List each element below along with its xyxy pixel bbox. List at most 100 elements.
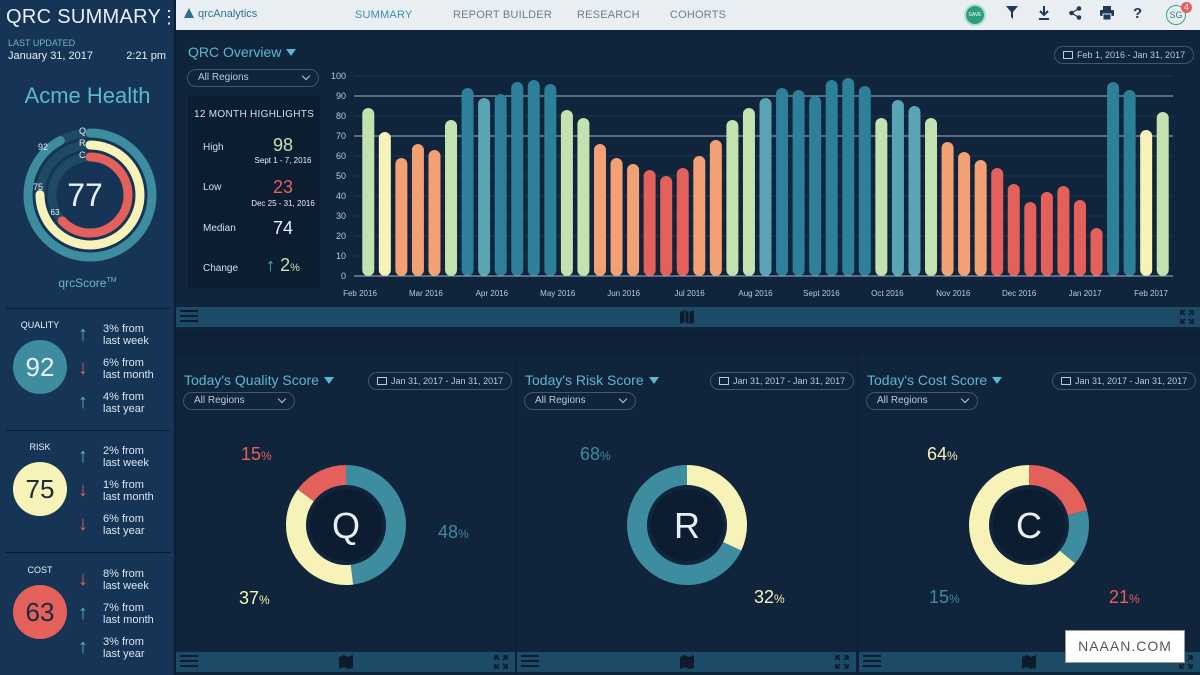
ring-value-q: 92 (38, 142, 48, 152)
nav-cohorts[interactable]: COHORTS (670, 9, 727, 21)
chart-bar[interactable] (362, 108, 375, 276)
chart-bar[interactable] (378, 132, 391, 276)
chart-bar[interactable] (958, 152, 971, 276)
chart-bar[interactable] (560, 110, 573, 276)
chart-bar[interactable] (858, 86, 871, 276)
metric-score-circle[interactable]: 63 (13, 585, 67, 639)
panel-date-range[interactable]: Jan 31, 2017 - Jan 31, 2017 (1052, 372, 1197, 390)
chart-bar[interactable] (891, 100, 904, 276)
region-dropdown[interactable]: All Regions (866, 392, 978, 410)
share-icon[interactable] (1069, 6, 1082, 24)
metric-score-circle[interactable]: 92 (13, 340, 67, 394)
nav-summary[interactable]: SUMMARY (355, 9, 413, 21)
expand-icon[interactable] (494, 655, 508, 669)
chart-bar[interactable] (925, 118, 938, 276)
map-icon[interactable] (679, 654, 695, 670)
chart-bar[interactable] (693, 156, 706, 276)
chart-bar[interactable] (1140, 130, 1153, 276)
print-icon[interactable] (1100, 6, 1114, 24)
chart-bar[interactable] (593, 144, 606, 276)
chart-bar[interactable] (511, 82, 524, 276)
region-dropdown[interactable]: All Regions (183, 392, 295, 410)
region-dropdown-value: All Regions (877, 395, 928, 406)
chart-bar[interactable] (461, 88, 474, 276)
chart-bar[interactable] (759, 98, 772, 276)
percent-sign: % (1129, 592, 1140, 606)
donut-segment[interactable] (969, 465, 1089, 585)
region-dropdown[interactable]: All Regions (187, 69, 319, 87)
chart-bar[interactable] (610, 158, 623, 276)
chart-bar[interactable] (395, 158, 408, 276)
expand-icon[interactable] (1180, 310, 1194, 324)
filter-icon[interactable] (992, 377, 1003, 384)
donut-segment[interactable] (286, 465, 406, 585)
map-icon[interactable] (679, 309, 695, 325)
hamburger-icon[interactable] (180, 655, 198, 669)
chart-bar[interactable] (825, 80, 838, 276)
chart-bar[interactable] (1007, 184, 1020, 276)
app-logo[interactable]: qrcAnalytics (184, 8, 257, 20)
chart-bar[interactable] (974, 160, 987, 276)
metric-score-circle[interactable]: 75 (13, 462, 67, 516)
nav-report-builder[interactable]: REPORT BUILDER (453, 9, 552, 21)
chart-bar[interactable] (478, 98, 491, 276)
map-icon[interactable] (1021, 654, 1037, 670)
chart-bar[interactable] (1090, 228, 1103, 276)
kebab-menu-icon[interactable]: ⋮ (160, 7, 178, 27)
map-icon[interactable] (338, 654, 354, 670)
chart-bar[interactable] (742, 108, 755, 276)
chart-bar[interactable] (676, 168, 689, 276)
hamburger-icon[interactable] (521, 655, 539, 669)
hamburger-icon[interactable] (180, 310, 198, 324)
filter-icon[interactable] (323, 377, 334, 384)
chart-bar[interactable] (842, 78, 855, 276)
chart-bar[interactable] (428, 150, 441, 276)
chart-bar[interactable] (527, 80, 540, 276)
donut-segment[interactable] (286, 465, 406, 585)
user-avatar[interactable]: SG (1166, 5, 1186, 25)
expand-icon[interactable] (835, 655, 849, 669)
chart-bar[interactable] (991, 168, 1004, 276)
chart-bar[interactable] (544, 84, 557, 276)
chart-bar[interactable] (494, 94, 507, 276)
chart-bar[interactable] (627, 164, 640, 276)
chart-bar[interactable] (577, 118, 590, 276)
nav-research[interactable]: RESEARCH (577, 9, 640, 21)
chart-bar[interactable] (908, 106, 921, 276)
change-text: 2% from last week (103, 445, 173, 469)
chart-bar[interactable] (792, 90, 805, 276)
chart-bar[interactable] (643, 170, 656, 276)
chart-bar[interactable] (1057, 186, 1070, 276)
chart-bar[interactable] (1156, 112, 1169, 276)
panel-date-range[interactable]: Jan 31, 2017 - Jan 31, 2017 (710, 372, 855, 390)
ring-label-q: Q (79, 126, 86, 136)
hamburger-icon[interactable] (863, 655, 881, 669)
chart-bar[interactable] (709, 140, 722, 276)
chart-bar[interactable] (776, 88, 789, 276)
chart-bar[interactable] (1107, 82, 1120, 276)
filter-icon[interactable] (648, 377, 659, 384)
help-icon[interactable]: ? (1133, 5, 1143, 22)
chart-bar[interactable] (941, 142, 954, 276)
panel-date-range[interactable]: Jan 31, 2017 - Jan 31, 2017 (368, 372, 513, 390)
filter-icon[interactable] (286, 49, 297, 56)
region-dropdown[interactable]: All Regions (524, 392, 636, 410)
donut-segment[interactable] (627, 465, 747, 585)
chart-bar[interactable] (875, 118, 888, 276)
donut-segment[interactable] (969, 465, 1089, 585)
save-button[interactable]: SAVE (964, 4, 986, 26)
chart-bar[interactable] (726, 120, 739, 276)
chart-bar[interactable] (1040, 192, 1053, 276)
metric-change: ↓ 6% from last month (78, 357, 173, 387)
chart-bar[interactable] (1024, 202, 1037, 276)
chart-bar[interactable] (445, 120, 458, 276)
metric-quality: QUALITY 92 ↑ 3% from last week ↓ 6% from last m… (0, 320, 175, 440)
chart-bar[interactable] (1073, 200, 1086, 276)
filter-icon[interactable] (1006, 6, 1018, 24)
chart-bar[interactable] (411, 144, 424, 276)
chart-bar[interactable] (660, 176, 673, 276)
chart-bar[interactable] (809, 96, 822, 276)
chart-bar[interactable] (1123, 90, 1136, 276)
download-icon[interactable] (1038, 6, 1050, 24)
overview-date-range[interactable]: Feb 1, 2016 - Jan 31, 2017 (1054, 46, 1195, 64)
